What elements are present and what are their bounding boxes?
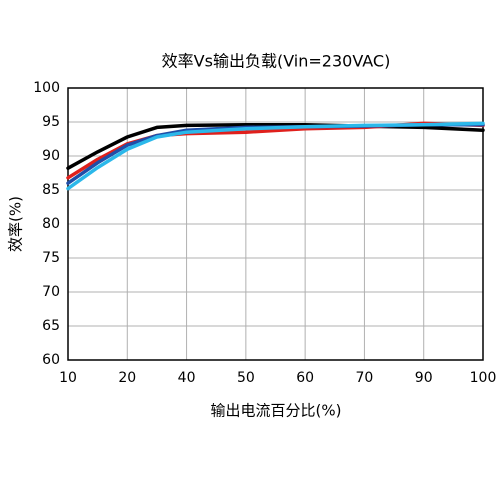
- y-tick-label: 80: [42, 216, 60, 232]
- y-axis-label: 效率(%): [7, 196, 25, 252]
- x-tick-label: 50: [237, 370, 255, 386]
- plot-frame: [67, 87, 484, 361]
- x-axis-label: 输出电流百分比(%): [211, 402, 342, 420]
- x-tick-label: 10: [59, 370, 77, 386]
- series-line: [66, 122, 485, 185]
- x-tick-label: 100: [470, 370, 497, 386]
- y-tick-label: 65: [42, 318, 60, 334]
- x-tick-label: 60: [296, 370, 314, 386]
- y-tick-label: 90: [42, 148, 60, 164]
- x-tick-label: 70: [356, 370, 374, 386]
- x-tick-label: 20: [118, 370, 136, 386]
- y-tick-label: 85: [42, 182, 60, 198]
- y-tick-label: 100: [33, 80, 60, 96]
- series-line: [66, 121, 485, 191]
- y-tick-label: 75: [42, 250, 60, 266]
- series-line: [66, 121, 485, 180]
- x-tick-label: 40: [178, 370, 196, 386]
- y-tick-label: 60: [42, 352, 60, 368]
- y-tick-label: 95: [42, 114, 60, 130]
- x-tick-label: 90: [415, 370, 433, 386]
- y-tick-label: 70: [42, 284, 60, 300]
- chart-title: 效率Vs输出负载(Vin=230VAC): [162, 52, 391, 71]
